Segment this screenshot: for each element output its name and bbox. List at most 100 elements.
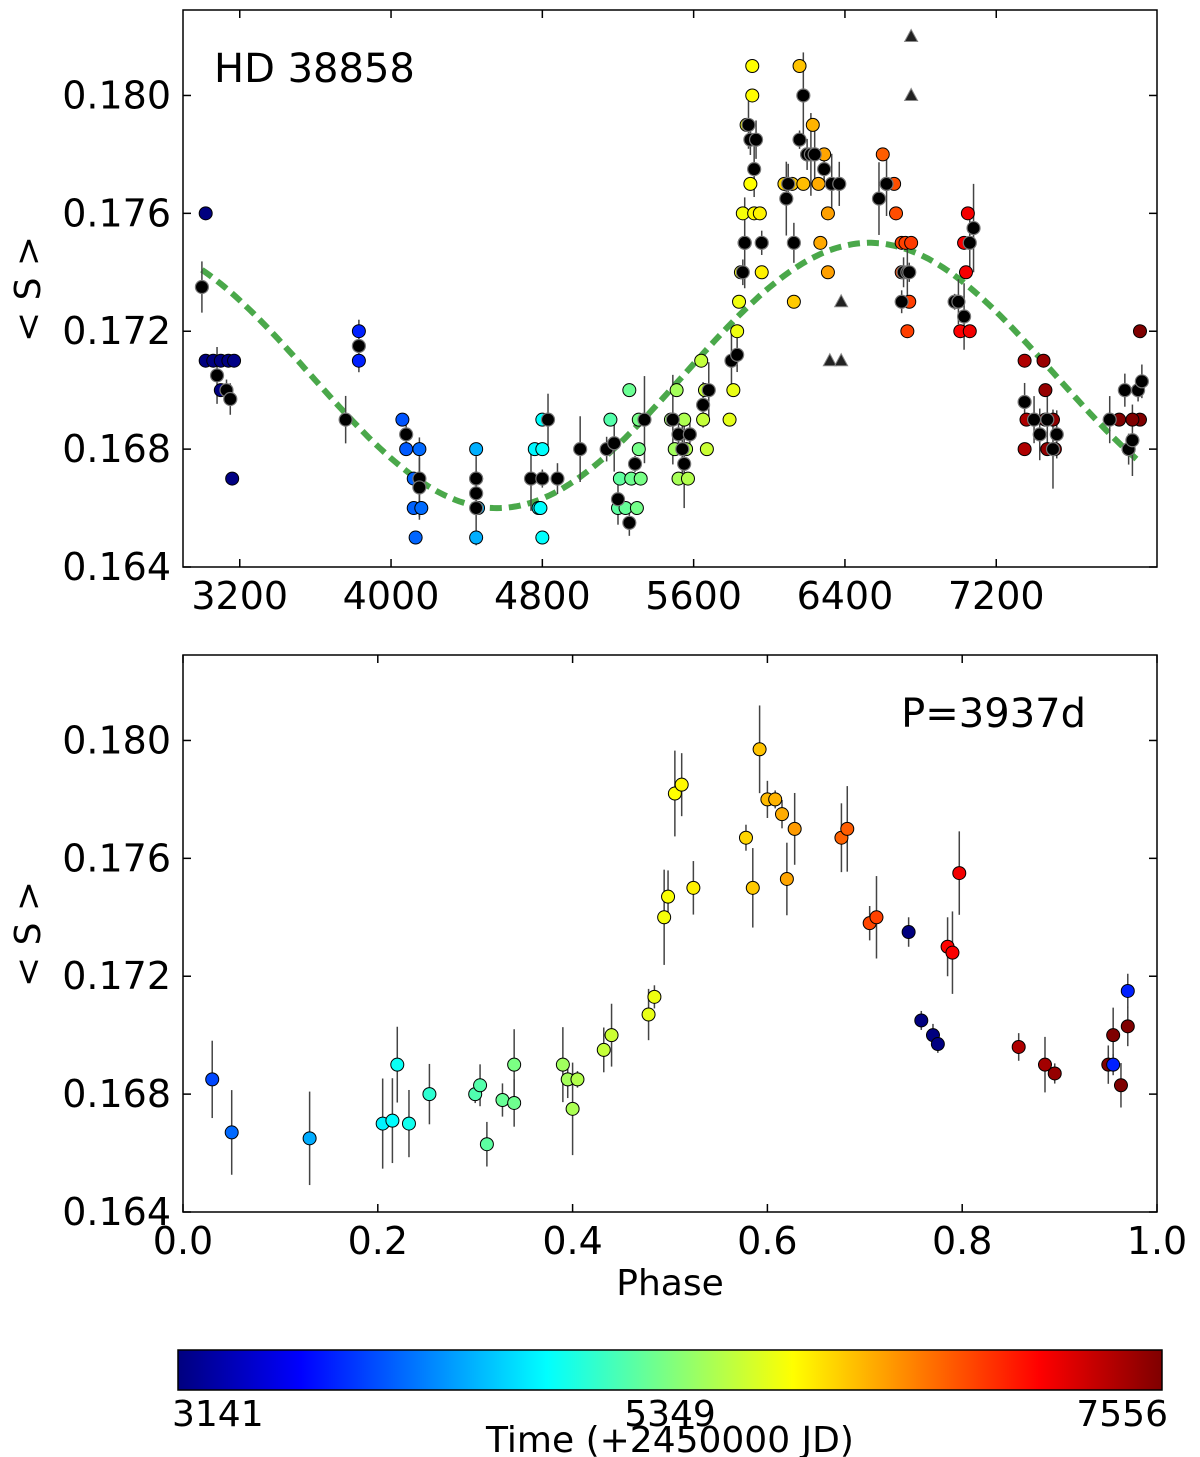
data-point-mean	[730, 347, 745, 362]
data-point-colored	[699, 442, 714, 457]
data-point-mean	[902, 265, 917, 280]
data-point-colored	[680, 471, 695, 486]
phase-point	[952, 866, 967, 881]
data-point-mean	[701, 383, 716, 398]
data-point-colored	[805, 117, 820, 132]
phase-point	[495, 1093, 510, 1108]
phase-point	[473, 1078, 488, 1093]
data-point-mean	[535, 471, 550, 486]
phase-point	[1047, 1066, 1062, 1081]
data-point-colored	[752, 206, 767, 221]
data-point-mean	[735, 265, 750, 280]
data-point-mean	[695, 397, 711, 413]
phase-point	[930, 1037, 945, 1052]
data-point-mean	[1125, 433, 1140, 448]
phase-point	[768, 792, 783, 807]
data-point-mean	[550, 471, 565, 486]
phase-point	[555, 1057, 570, 1072]
phase-point	[1106, 1057, 1121, 1072]
data-point-mean	[1032, 427, 1047, 442]
phase-point	[787, 821, 802, 836]
data-point-colored	[535, 530, 550, 545]
data-point-mean	[1026, 412, 1042, 427]
data-point-mean	[796, 88, 811, 103]
data-point-mean	[879, 176, 894, 191]
phase-point	[570, 1072, 585, 1087]
data-point-mean	[223, 391, 238, 407]
data-point-mean	[469, 471, 484, 486]
data-point-mean	[399, 427, 414, 442]
data-point-mean	[1117, 383, 1132, 398]
data-point-colored	[745, 88, 760, 103]
phase-point	[674, 777, 689, 792]
data-point-mean	[209, 368, 225, 383]
x-tick-label: 4800	[494, 574, 591, 618]
data-point-colored	[533, 501, 548, 516]
x-tick-label: 0.8	[932, 1219, 992, 1263]
data-point-mean	[807, 147, 822, 162]
data-point-colored	[469, 530, 484, 545]
data-point-colored	[408, 530, 423, 545]
y-tick-label: 0.164	[62, 1190, 171, 1234]
data-point-colored	[820, 206, 835, 221]
data-point-mean	[779, 191, 794, 206]
phase-point	[945, 945, 960, 960]
phase-point	[1106, 1028, 1121, 1043]
phase-point	[302, 1131, 317, 1146]
data-point-colored	[958, 265, 973, 280]
phase-point	[422, 1087, 437, 1102]
data-point-mean	[956, 309, 972, 324]
data-point-colored	[726, 383, 741, 398]
phase-point	[604, 1028, 619, 1043]
data-point-mean	[469, 500, 484, 516]
phase-point	[565, 1101, 580, 1116]
x-tick-label: 0.6	[737, 1219, 797, 1263]
data-point-mean	[637, 412, 652, 427]
data-point-mean	[682, 427, 697, 442]
phase-point	[205, 1072, 220, 1087]
bottom-panel-period-label: P=3937d	[901, 691, 1086, 737]
phase-point	[745, 880, 760, 895]
data-point-colored	[813, 235, 828, 250]
data-point-mean	[607, 436, 622, 451]
x-tick-label: 5600	[645, 574, 742, 618]
phase-point	[507, 1095, 522, 1110]
phase-point	[647, 989, 662, 1004]
outlier-triangle	[903, 28, 919, 43]
data-point-mean	[748, 132, 764, 147]
phase-point	[385, 1113, 400, 1128]
data-point-colored	[900, 324, 915, 339]
data-point-colored	[414, 501, 429, 516]
phase-point	[390, 1057, 405, 1072]
colorbar-tick-label-min: 3141	[172, 1394, 264, 1435]
phase-point	[752, 742, 767, 757]
phase-point	[401, 1116, 416, 1131]
data-point-mean	[754, 235, 769, 250]
phase-point	[479, 1137, 494, 1152]
data-point-colored	[395, 412, 410, 427]
top-panel-points	[194, 28, 1149, 546]
data-point-colored	[745, 58, 760, 73]
y-tick-label: 0.172	[62, 954, 171, 998]
x-tick-label: 0.0	[153, 1219, 213, 1263]
outlier-triangle	[903, 87, 919, 101]
y-tick-label: 0.180	[62, 73, 171, 117]
data-point-colored	[754, 265, 769, 280]
top-panel-y-axis-label: < S >	[8, 236, 49, 342]
data-point-mean	[737, 235, 752, 250]
data-point-mean	[1134, 374, 1149, 389]
outlier-triangle	[822, 352, 838, 367]
y-tick-label: 0.180	[62, 718, 171, 762]
data-point-mean	[786, 235, 801, 250]
data-point-colored	[732, 294, 747, 309]
data-point-mean	[781, 176, 796, 191]
data-point-colored	[889, 206, 904, 221]
data-point-colored	[669, 383, 684, 398]
data-point-mean	[540, 412, 556, 427]
x-tick-label: 7200	[948, 574, 1045, 618]
outlier-triangle	[833, 293, 849, 308]
top-panel-frame	[182, 9, 1158, 568]
colorbar: 3141 5349 7556 Time (+2450000 JD)	[172, 1349, 1168, 1457]
phase-point	[1120, 983, 1135, 998]
